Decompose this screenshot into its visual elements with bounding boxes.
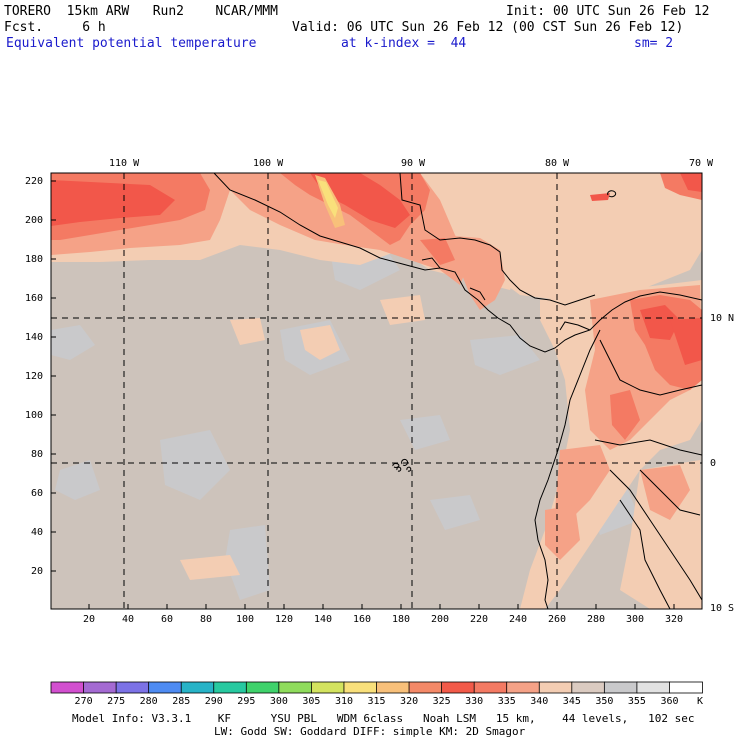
colorbar-swatch xyxy=(213,681,248,694)
smoothing: sm= 2 xyxy=(634,36,674,51)
colorbar-level-label: 335 xyxy=(497,696,516,707)
colorbar-swatch xyxy=(473,681,508,694)
x-tick: 140 xyxy=(314,614,333,625)
lon-label-100w: 100 W xyxy=(253,158,284,169)
forecast-hour: Fcst. 6 h xyxy=(4,20,106,35)
lon-label-110w: 110 W xyxy=(109,158,140,169)
y-tick: 100 xyxy=(25,410,44,421)
coastlines xyxy=(213,173,702,609)
field-name: Equivalent potential temperature xyxy=(6,36,257,51)
x-tick: 20 xyxy=(83,614,96,625)
y-tick: 220 xyxy=(25,176,44,187)
x-tick: 60 xyxy=(161,614,174,625)
colorbar-swatch xyxy=(83,681,118,694)
colorbar-level-label: 315 xyxy=(367,696,386,707)
colorbar-level-label: 345 xyxy=(562,696,581,707)
graticule xyxy=(51,173,702,609)
colorbar-level-label: 330 xyxy=(465,696,484,707)
model-run-title: TORERO 15km ARW Run2 NCAR/MMM xyxy=(4,4,278,19)
colorbar-level-label: 305 xyxy=(302,696,321,707)
physics-info: LW: Godd SW: Goddard DIFF: simple KM: 2D… xyxy=(214,725,526,738)
colorbar-level-label: 360 xyxy=(660,696,679,707)
axis-ticks xyxy=(51,180,675,609)
lat-label-equator: 0 xyxy=(710,458,717,469)
colorbar-unit: K xyxy=(697,696,704,707)
colorbar-swatch xyxy=(310,681,345,694)
colorbar-level-label: 340 xyxy=(530,696,549,707)
x-tick: 240 xyxy=(509,614,528,625)
colorbar-swatch xyxy=(571,681,606,694)
level-index: at k-index = 44 xyxy=(341,36,467,51)
colorbar-swatch xyxy=(441,681,476,694)
x-tick: 260 xyxy=(548,614,567,625)
colorbar-level-label: 285 xyxy=(172,696,191,707)
colorbar-swatch xyxy=(408,681,443,694)
x-tick: 160 xyxy=(353,614,372,625)
y-tick: 140 xyxy=(25,332,44,343)
colorbar-swatch xyxy=(180,681,215,694)
lon-label-80w: 80 W xyxy=(545,158,570,169)
colorbar-level-label: 320 xyxy=(400,696,419,707)
x-tick: 40 xyxy=(122,614,135,625)
colorbar-swatch xyxy=(343,681,378,694)
valid-time: Valid: 06 UTC Sun 26 Feb 12 (00 CST Sun … xyxy=(292,20,684,35)
map-frame xyxy=(50,172,703,610)
colorbar-level-label: 325 xyxy=(432,696,451,707)
colorbar-swatch xyxy=(278,681,313,694)
colorbar-swatch xyxy=(636,681,671,694)
x-tick: 220 xyxy=(470,614,489,625)
colorbar-level-label: 295 xyxy=(237,696,256,707)
colorbar-swatch xyxy=(245,681,280,694)
colorbar-swatch xyxy=(376,681,410,694)
y-tick: 200 xyxy=(25,215,44,226)
colorbar-level-label: 300 xyxy=(269,696,288,707)
colorbar-level-label: 350 xyxy=(595,696,614,707)
lon-label-90w: 90 W xyxy=(401,158,426,169)
colorbar-swatch xyxy=(148,681,183,694)
init-time: Init: 00 UTC Sun 26 Feb 12 xyxy=(506,4,710,19)
x-tick: 200 xyxy=(431,614,450,625)
y-tick: 160 xyxy=(25,293,44,304)
x-tick: 180 xyxy=(392,614,411,625)
x-tick: 120 xyxy=(275,614,294,625)
x-tick: 100 xyxy=(236,614,255,625)
colorbar-level-label: 355 xyxy=(627,696,646,707)
colorbar-swatch xyxy=(50,681,85,694)
lat-label-10s: 10 S xyxy=(710,603,735,614)
colorbar-level-label: 280 xyxy=(139,696,158,707)
colorbar-level-label: 275 xyxy=(107,696,126,707)
model-info: Model Info: V3.3.1 KF YSU PBL WDM 6class… xyxy=(72,712,695,725)
colorbar-level-label: 310 xyxy=(334,696,353,707)
theta-e-325-areas xyxy=(51,173,702,365)
x-tick: 80 xyxy=(200,614,213,625)
y-tick: 40 xyxy=(31,527,44,538)
y-tick: 80 xyxy=(31,449,44,460)
theta-e-warm-streak xyxy=(315,175,345,228)
colorbar-swatch xyxy=(538,681,573,694)
x-tick: 320 xyxy=(665,614,684,625)
colorbar-swatch xyxy=(506,681,541,694)
x-tick: 280 xyxy=(587,614,606,625)
colorbar-swatch xyxy=(603,681,638,694)
y-tick: 20 xyxy=(31,566,44,577)
colorbar-level-label: 270 xyxy=(74,696,93,707)
y-tick: 180 xyxy=(25,254,44,265)
colorbar-swatch xyxy=(115,681,150,694)
lat-label-10n: 10 N xyxy=(710,313,735,324)
colorbar-swatch xyxy=(669,681,703,694)
lon-label-70w: 70 W xyxy=(689,158,714,169)
y-tick: 120 xyxy=(25,371,44,382)
x-tick: 300 xyxy=(626,614,645,625)
y-tick: 60 xyxy=(31,488,44,499)
colorbar-level-label: 290 xyxy=(204,696,223,707)
